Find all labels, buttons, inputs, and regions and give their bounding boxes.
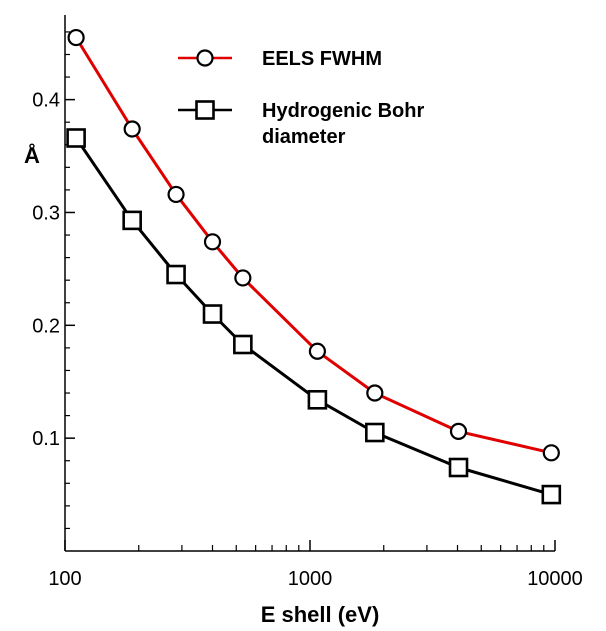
- circle-marker: [203, 233, 222, 251]
- legend-label: EELS FWHM: [262, 48, 382, 70]
- y-tick-label: 0.2: [32, 315, 60, 337]
- y-tick-label: 0.1: [32, 428, 60, 450]
- x-axis-title: E shell (eV): [261, 602, 380, 627]
- square-marker: [365, 422, 385, 443]
- circle-marker: [234, 269, 252, 287]
- circle-marker: [196, 49, 214, 67]
- series-line: [74, 137, 552, 497]
- axes: 0.1 0.2 0.3 0.4 100 1000 10000: [32, 15, 583, 590]
- y-tick-label: 0.4: [32, 90, 60, 112]
- square-marker: [195, 100, 215, 120]
- legend-item: Hydrogenic Bohr diameter: [178, 100, 424, 148]
- circle-marker: [123, 120, 141, 138]
- circle-marker: [67, 28, 85, 47]
- circle-marker: [542, 444, 560, 462]
- square-marker: [233, 334, 253, 355]
- legend-label: diameter: [262, 126, 346, 148]
- square-marker: [541, 484, 562, 505]
- square-marker: [307, 389, 328, 410]
- circle-marker: [449, 422, 468, 440]
- square-marker: [166, 264, 186, 285]
- square-marker: [66, 128, 86, 148]
- circle-marker: [366, 384, 384, 402]
- series-group: [66, 128, 562, 505]
- series-group: [67, 28, 560, 462]
- legend: EELS FWHM Hydrogenic Bohr diameter: [178, 48, 424, 148]
- square-marker: [448, 457, 469, 478]
- x-tick-label: 10000: [527, 568, 583, 590]
- circle-marker: [308, 342, 326, 360]
- x-tick-label: 100: [48, 568, 81, 590]
- square-marker: [202, 304, 223, 324]
- y-axis-title: Å: [24, 142, 40, 168]
- legend-item: EELS FWHM: [178, 48, 382, 70]
- x-tick-label: 1000: [288, 568, 333, 590]
- circle-marker: [167, 185, 185, 204]
- legend-label: Hydrogenic Bohr: [262, 100, 424, 122]
- series-layer: [66, 28, 562, 505]
- y-tick-label: 0.3: [32, 202, 60, 224]
- square-marker: [122, 210, 142, 231]
